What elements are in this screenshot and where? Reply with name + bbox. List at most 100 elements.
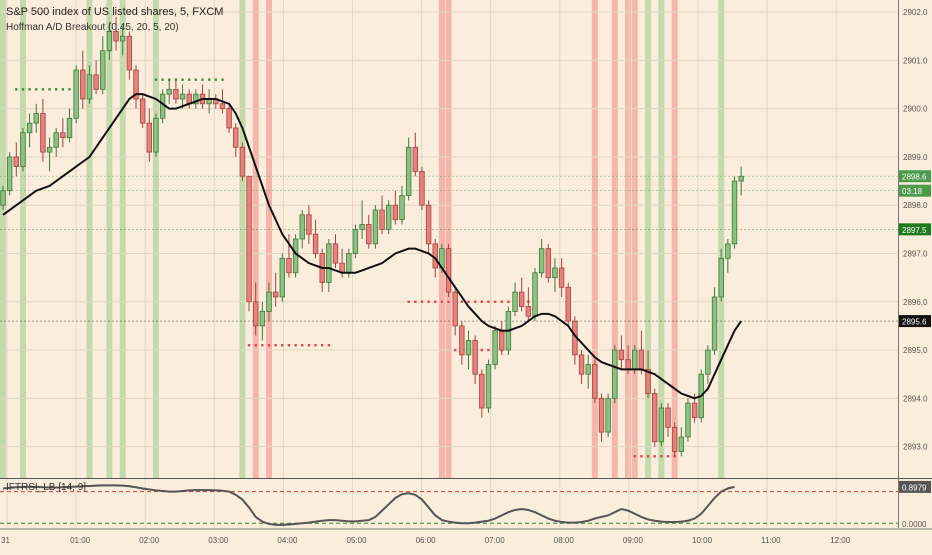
breakout-dot (633, 455, 636, 458)
bull-candle (552, 267, 558, 279)
breakout-dot (55, 88, 58, 91)
bull-candle (738, 175, 744, 182)
chart-legend: S&P 500 index of US listed shares, 5, FX… (6, 4, 223, 35)
bull-candle (512, 291, 518, 312)
bear-candle (445, 248, 452, 293)
bull-candle (193, 93, 199, 105)
price-tick-label: 2895.0 (903, 346, 928, 355)
breakout-dot (181, 78, 184, 81)
breakout-dot (414, 300, 417, 303)
bear-candle (366, 224, 372, 245)
bear-candle (252, 301, 259, 327)
symbol-title: S&P 500 index of US listed shares, 5, FX… (6, 6, 224, 18)
breakout-dot (480, 300, 483, 303)
iftrsi-line (2, 484, 735, 526)
red-highlight-band (266, 0, 272, 478)
breakout-dot (473, 300, 477, 303)
bear-candle (412, 146, 418, 172)
price-marker-box (899, 184, 931, 197)
breakout-dot (154, 78, 158, 81)
breakout-dot (274, 344, 277, 347)
breakout-dot (28, 88, 31, 91)
bull-candle (346, 253, 352, 274)
bull-candle (352, 228, 359, 254)
bear-candle (558, 267, 565, 288)
breakout-dot (61, 88, 65, 91)
bull-candle (120, 35, 126, 42)
breakout-dot (68, 88, 71, 91)
breakout-dot (646, 455, 650, 458)
bull-candle (725, 243, 731, 259)
breakout-dot (454, 348, 457, 352)
breakout-dot (207, 78, 211, 81)
price-tick-label: 2902.0 (903, 8, 928, 17)
breakout-dot (41, 88, 45, 91)
iftrsi-label: IFTRSI_LB [14, 9] (6, 482, 87, 493)
bear-candle (146, 122, 152, 153)
green-highlight-band (152, 0, 159, 478)
bear-candle (691, 402, 698, 419)
time-tick-label: 12:00 (830, 536, 851, 545)
bull-candle (279, 257, 285, 298)
green-highlight-band (645, 0, 652, 478)
bull-candle (612, 349, 618, 399)
bull-candle (73, 69, 79, 119)
bear-candle (618, 349, 625, 361)
bear-candle (133, 69, 139, 100)
bull-candle (632, 349, 638, 370)
breakout-dot (161, 78, 164, 81)
bear-candle (40, 113, 46, 153)
breakout-dot (201, 78, 204, 81)
green-highlight-band (0, 0, 6, 478)
bull-candle (538, 248, 545, 274)
breakout-dot (447, 300, 450, 303)
breakout-dot (420, 300, 424, 303)
red-highlight-band (611, 0, 618, 478)
bear-candle (472, 339, 478, 375)
bear-candle (625, 359, 631, 370)
breakout-dot (460, 300, 464, 303)
breakout-dot (281, 344, 284, 347)
breakout-dot (666, 455, 670, 458)
time-tick-label: 02:00 (139, 536, 160, 545)
time-tick-label: 06:00 (416, 536, 437, 545)
time-tick-label: 10:00 (692, 536, 713, 545)
bull-candle (372, 209, 379, 245)
breakout-dot (294, 344, 297, 347)
bull-candle (66, 117, 73, 139)
bull-candle (359, 224, 365, 230)
iftrsi-zero-label: 0.0000 (902, 520, 927, 529)
time-tick-label: 08:00 (554, 536, 575, 545)
breakout-dot (261, 344, 264, 347)
green-highlight-band (119, 0, 126, 478)
bull-candle (292, 238, 299, 274)
time-tick-label: 04:00 (277, 536, 298, 545)
breakout-dot (434, 300, 437, 303)
green-highlight-band (86, 0, 93, 478)
indicator-title: Hoffman A/D Breakout (0.45, 20, 5, 20) (6, 22, 179, 33)
time-tick-label: 31 (1, 536, 10, 545)
breakout-dot (321, 344, 324, 347)
price-marker-box (899, 223, 931, 236)
price-marker-label: 03:18 (902, 187, 923, 196)
bear-candle (652, 393, 658, 443)
breakout-dot (287, 344, 291, 347)
bear-candle (379, 209, 385, 230)
bear-candle (452, 291, 458, 327)
bull-candle (485, 364, 492, 409)
bull-candle (259, 311, 266, 327)
green-highlight-band (19, 0, 26, 478)
bull-candle (405, 146, 412, 196)
price-marker-box (899, 170, 931, 183)
breakout-dot (480, 348, 483, 352)
bear-candle (13, 156, 19, 167)
bull-candle (53, 132, 59, 148)
price-tick-label: 2901.0 (903, 56, 928, 65)
green-highlight-band (239, 0, 246, 478)
breakout-dot (500, 300, 503, 303)
bull-candle (20, 132, 26, 167)
green-highlight-band (658, 0, 665, 478)
price-tick-label: 2893.0 (903, 443, 928, 452)
